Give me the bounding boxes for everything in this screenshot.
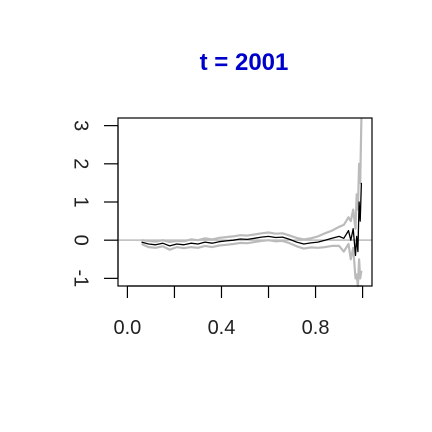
series-group (142, 118, 362, 286)
y-tick-label: 3 (70, 120, 92, 131)
y-tick-label: -1 (70, 269, 92, 287)
y-tick-label: 0 (70, 235, 92, 246)
y-tick-label: 2 (70, 158, 92, 169)
y-axis: -1 0 1 2 3 (70, 120, 118, 287)
plot-frame (118, 118, 372, 286)
x-tick-label: 0.8 (302, 317, 330, 339)
chart-title: t = 2001 (200, 49, 289, 76)
x-tick-label: 0.4 (208, 317, 236, 339)
x-axis: 0.0 0.4 0.8 (114, 286, 363, 339)
series-upper-band (142, 118, 362, 242)
series-estimate (142, 183, 362, 256)
series-lower-band (142, 240, 362, 286)
x-tick-label: 0.0 (114, 317, 142, 339)
y-tick-label: 1 (70, 196, 92, 207)
